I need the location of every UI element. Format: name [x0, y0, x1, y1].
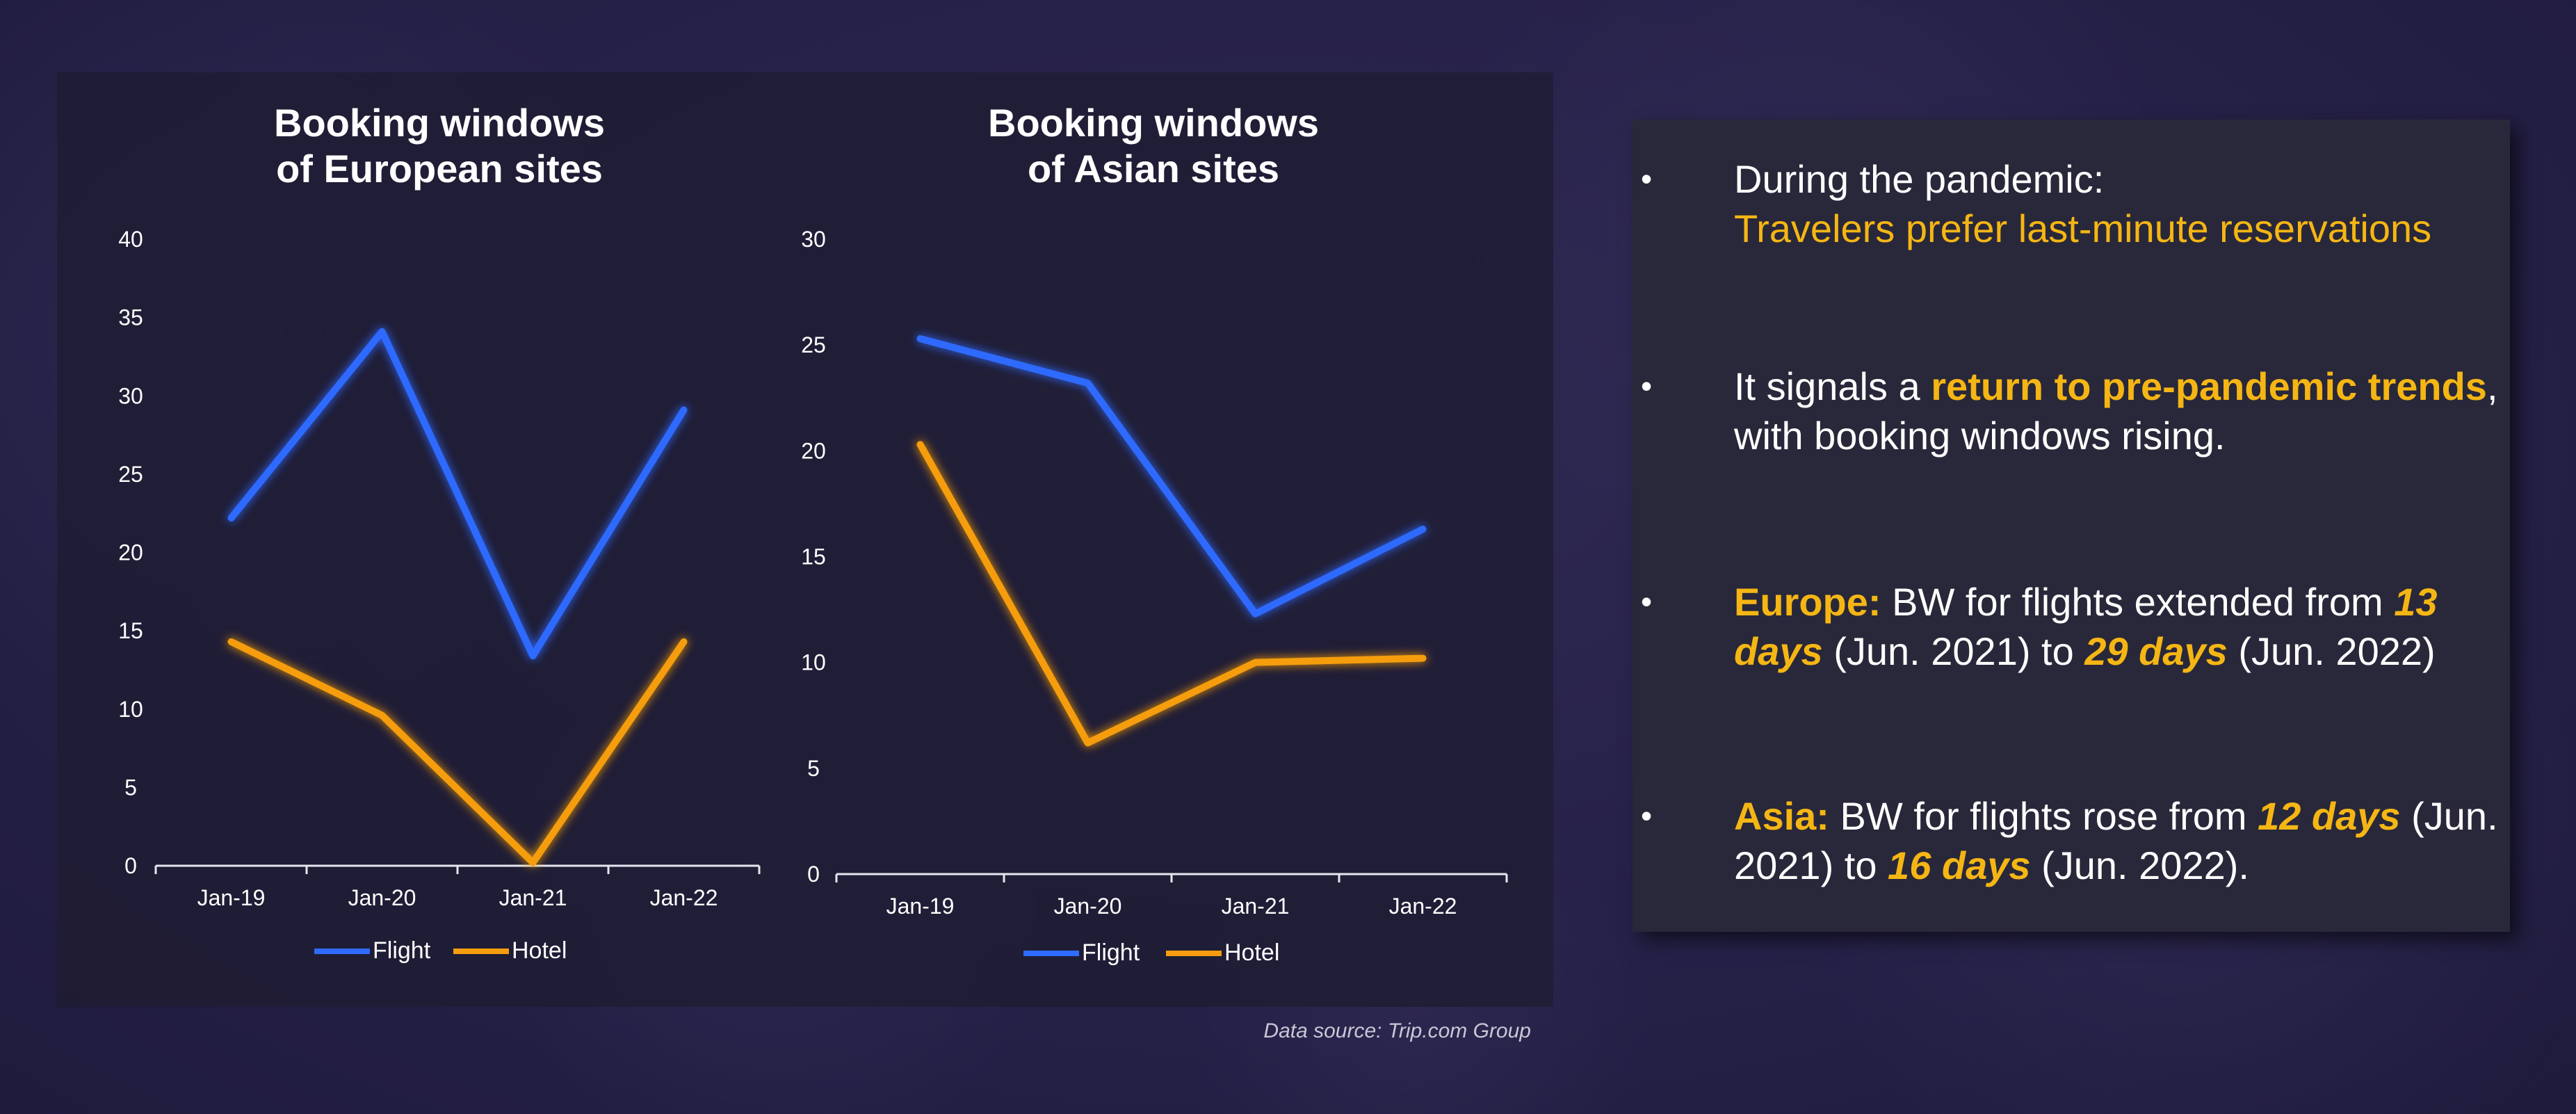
bullet-asia-text3: (Jun. 2022).	[2030, 843, 2249, 887]
bullet-europe-text1: BW for flights extended from	[1881, 580, 2395, 624]
y-tick-label: 40	[118, 227, 143, 252]
y-tick-label: 20	[118, 540, 143, 565]
x-tick-label: Jan-21	[1222, 894, 1290, 919]
legend-label: Hotel	[1224, 939, 1279, 966]
y-tick-label: 25	[801, 332, 826, 357]
bullet-trends-highlight: return to pre-pandemic trends	[1931, 364, 2487, 408]
bullet-europe-days-2021: 13 days	[1734, 580, 2438, 673]
bullet-dot: •	[1640, 583, 1653, 620]
bullet-asia-label: Asia:	[1734, 794, 1829, 838]
data-source-note: Data source: Trip.com Group	[1263, 1019, 1531, 1042]
x-tick-label: Jan-22	[1389, 894, 1457, 919]
bullet-dot: •	[1640, 798, 1653, 834]
series-line-flight	[227, 328, 688, 660]
chart-title-line: Booking windows	[988, 101, 1319, 145]
x-tick-label: Jan-22	[650, 885, 718, 910]
bullet-dot: •	[1640, 161, 1653, 197]
y-tick-label: 30	[118, 383, 143, 408]
legend-label: Flight	[1082, 939, 1140, 966]
bullet-pandemic-line1: During the pandemic:	[1734, 157, 2105, 201]
y-tick-label: 0	[807, 862, 820, 887]
y-tick-label: 30	[801, 227, 826, 252]
y-tick-label: 10	[118, 697, 143, 722]
bullet-europe-days-2022: 29 days	[2084, 629, 2228, 673]
series-line-flight	[916, 335, 1427, 617]
bullet-asia-text1: BW for flights rose from	[1829, 794, 2258, 838]
y-tick-label: 15	[118, 618, 143, 643]
y-tick-label: 25	[118, 462, 143, 487]
y-tick-label: 10	[801, 650, 826, 675]
bullet-europe-label: Europe:	[1734, 580, 1881, 624]
bullet-trends-text1: It signals a	[1734, 364, 1931, 408]
series-line-hotel	[916, 441, 1427, 747]
y-tick-label: 0	[124, 853, 137, 878]
bullet-asia-text2: (Jun. 2021) to	[1734, 794, 2498, 887]
charts-panel: Booking windows of European sites 0 5 10 15 20…	[57, 72, 1553, 1007]
bullet-asia-days-2021: 12 days	[2258, 794, 2401, 838]
x-tick-label: Jan-19	[886, 894, 955, 919]
x-tick-label: Jan-21	[499, 885, 567, 910]
y-tick-label: 5	[807, 756, 820, 781]
bullet-trends-text2: , with booking windows rising.	[1734, 364, 2498, 458]
y-tick-label: 5	[124, 775, 137, 800]
series-line-hotel	[227, 638, 688, 866]
x-tick-label: Jan-20	[1054, 894, 1122, 919]
bullet-pandemic-line2: Travelers prefer last-minute reservation…	[1734, 207, 2432, 250]
legend-label: Flight	[373, 937, 431, 964]
chart-title-line: of European sites	[276, 147, 603, 191]
bullet-asia-days-2022: 16 days	[1888, 843, 2031, 887]
bullet-dot: •	[1640, 368, 1653, 404]
y-tick-label: 20	[801, 438, 826, 463]
y-tick-label: 15	[801, 544, 826, 570]
insights-panel: • During the pandemic: Travelers prefer …	[1633, 120, 2510, 932]
legend-label: Hotel	[512, 937, 567, 964]
chart-title-line: of Asian sites	[1028, 147, 1279, 191]
x-tick-label: Jan-20	[348, 885, 416, 910]
x-tick-label: Jan-19	[197, 885, 266, 910]
y-tick-label: 35	[118, 305, 143, 330]
bullet-europe-text3: (Jun. 2022)	[2227, 629, 2436, 673]
chart-title-line: Booking windows	[274, 101, 605, 145]
bullet-europe-text2: (Jun. 2021) to	[1822, 629, 2085, 673]
